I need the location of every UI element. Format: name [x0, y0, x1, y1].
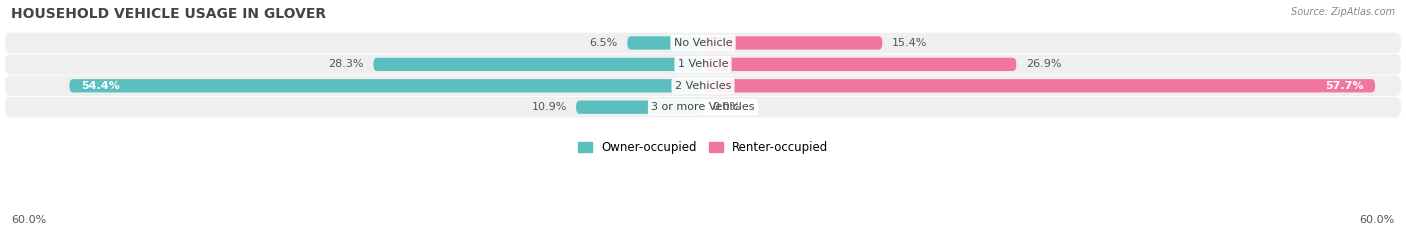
Text: 2 Vehicles: 2 Vehicles	[675, 81, 731, 91]
Text: 28.3%: 28.3%	[329, 59, 364, 69]
Text: 57.7%: 57.7%	[1324, 81, 1364, 91]
Text: 1 Vehicle: 1 Vehicle	[678, 59, 728, 69]
Text: 60.0%: 60.0%	[1360, 215, 1395, 225]
FancyBboxPatch shape	[4, 33, 1402, 53]
Text: 3 or more Vehicles: 3 or more Vehicles	[651, 102, 755, 112]
FancyBboxPatch shape	[576, 101, 703, 114]
FancyBboxPatch shape	[703, 36, 883, 50]
Text: 10.9%: 10.9%	[531, 102, 567, 112]
Text: No Vehicle: No Vehicle	[673, 38, 733, 48]
Text: 0.0%: 0.0%	[713, 102, 741, 112]
FancyBboxPatch shape	[4, 97, 1402, 117]
FancyBboxPatch shape	[4, 54, 1402, 75]
Text: 6.5%: 6.5%	[589, 38, 619, 48]
Text: 54.4%: 54.4%	[82, 81, 120, 91]
Text: 60.0%: 60.0%	[11, 215, 46, 225]
Text: 26.9%: 26.9%	[1025, 59, 1062, 69]
Legend: Owner-occupied, Renter-occupied: Owner-occupied, Renter-occupied	[572, 137, 834, 159]
FancyBboxPatch shape	[374, 58, 703, 71]
FancyBboxPatch shape	[69, 79, 703, 92]
FancyBboxPatch shape	[703, 58, 1017, 71]
FancyBboxPatch shape	[627, 36, 703, 50]
Text: Source: ZipAtlas.com: Source: ZipAtlas.com	[1291, 7, 1395, 17]
Text: HOUSEHOLD VEHICLE USAGE IN GLOVER: HOUSEHOLD VEHICLE USAGE IN GLOVER	[11, 7, 326, 21]
FancyBboxPatch shape	[4, 76, 1402, 96]
Text: 15.4%: 15.4%	[891, 38, 927, 48]
FancyBboxPatch shape	[703, 79, 1375, 92]
